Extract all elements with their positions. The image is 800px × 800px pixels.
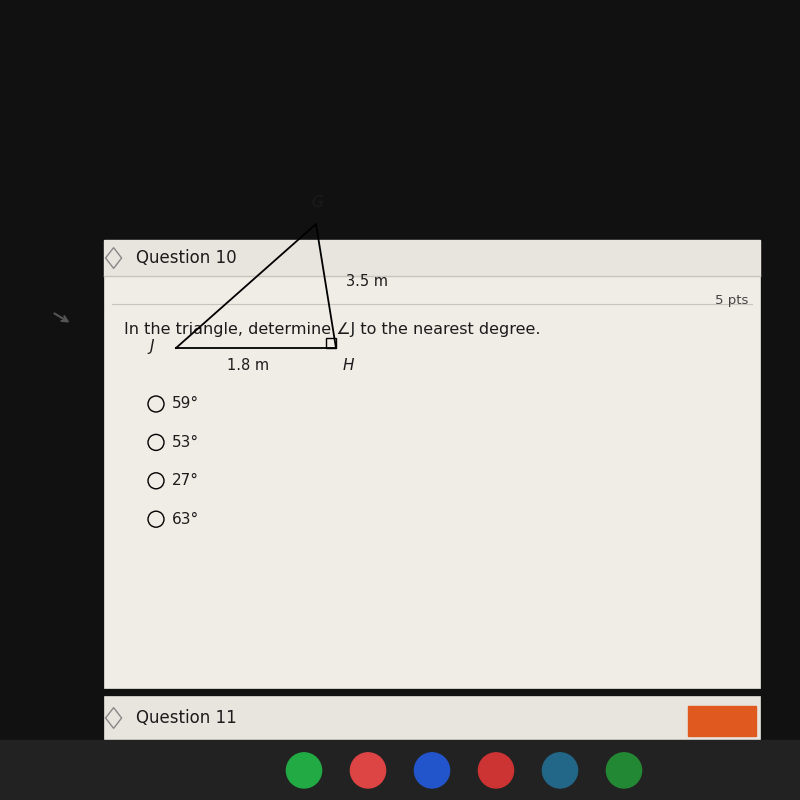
Text: Question 11: Question 11 xyxy=(136,709,237,727)
Circle shape xyxy=(286,753,322,788)
Text: 5 pts: 5 pts xyxy=(720,724,748,734)
Circle shape xyxy=(414,753,450,788)
Bar xyxy=(688,706,756,736)
Text: 27°: 27° xyxy=(172,474,199,488)
Circle shape xyxy=(350,753,386,788)
Text: In the triangle, determine ∠J to the nearest degree.: In the triangle, determine ∠J to the nea… xyxy=(124,322,541,338)
Text: 53°: 53° xyxy=(172,435,199,450)
Bar xyxy=(104,240,760,688)
Bar xyxy=(104,696,760,740)
Text: J: J xyxy=(150,339,154,354)
Bar xyxy=(0,0,800,240)
Text: 5 pts: 5 pts xyxy=(714,294,748,306)
Circle shape xyxy=(542,753,578,788)
Circle shape xyxy=(478,753,514,788)
Text: 59°: 59° xyxy=(172,397,199,411)
Text: 3.5 m: 3.5 m xyxy=(346,274,389,289)
Circle shape xyxy=(606,753,642,788)
Bar xyxy=(104,240,760,276)
Text: G: G xyxy=(312,195,323,210)
Bar xyxy=(0,740,800,800)
Text: H: H xyxy=(342,358,354,374)
Text: 1.8 m: 1.8 m xyxy=(227,358,269,374)
Text: 63°: 63° xyxy=(172,512,199,526)
Text: Question 10: Question 10 xyxy=(136,249,237,267)
